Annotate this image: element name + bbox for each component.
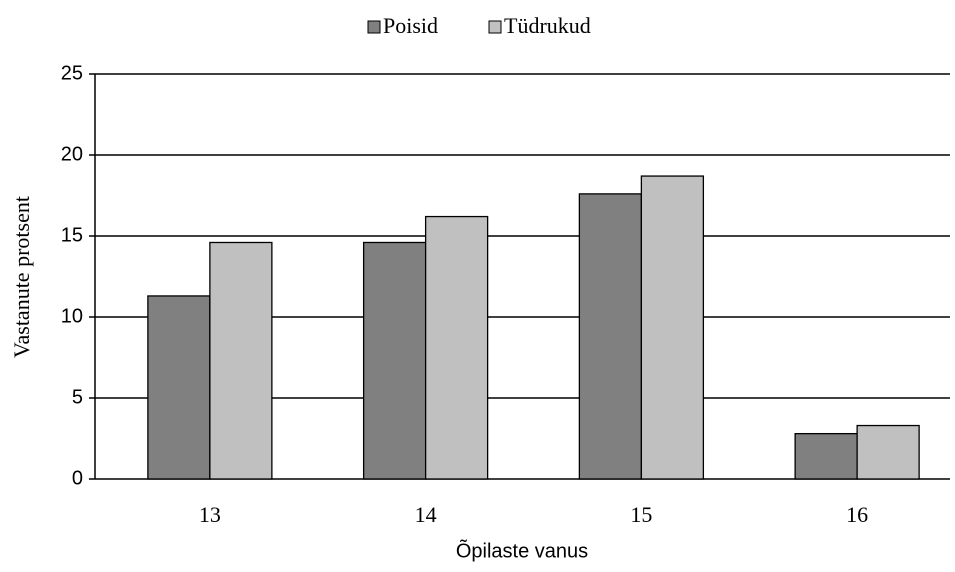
x-tick-label: 15 <box>630 502 652 527</box>
legend-label: Poisid <box>383 13 438 38</box>
bar <box>640 175 705 480</box>
y-tick-label: 15 <box>61 224 83 246</box>
bar <box>794 432 858 480</box>
y-tick-label: 10 <box>61 305 83 327</box>
bar <box>147 295 211 480</box>
legend-label: Tüdrukud <box>504 13 591 38</box>
x-axis-label: Õpilaste vanus <box>456 538 588 562</box>
x-tick-label: 14 <box>415 502 437 527</box>
bar <box>856 424 920 480</box>
x-tick-label: 13 <box>199 502 221 527</box>
y-tick-label: 0 <box>72 467 83 489</box>
y-tick-label: 25 <box>61 62 83 84</box>
legend-swatch <box>488 20 502 34</box>
bar <box>209 241 273 480</box>
x-tick-label: 16 <box>846 502 868 527</box>
y-axis-label: Vastanute protsent <box>9 196 34 358</box>
y-tick-label: 5 <box>72 386 83 408</box>
y-tick-label: 20 <box>61 143 83 165</box>
bar <box>578 193 643 480</box>
bar <box>362 241 427 480</box>
legend-swatch <box>367 20 381 34</box>
bar <box>424 215 489 480</box>
